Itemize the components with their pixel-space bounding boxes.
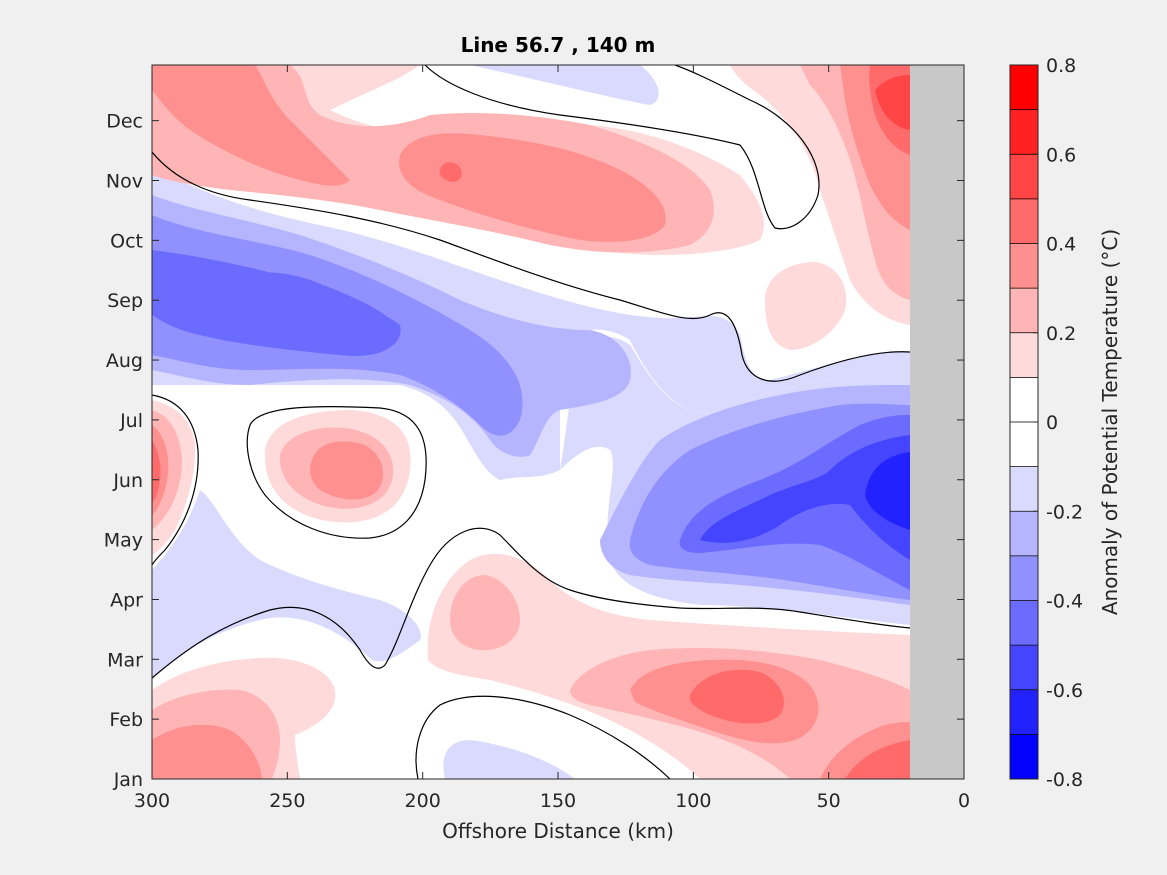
x-tick-label: 0 [958, 790, 970, 812]
zero-contour-upper [152, 151, 911, 382]
colorbar-tick-label: 0.6 [1046, 144, 1076, 166]
y-tick-label: Feb [109, 709, 143, 731]
plot-area [152, 65, 964, 779]
cold-region-jun-deepest [865, 452, 910, 530]
x-tick-label: 100 [675, 790, 711, 812]
colorbar-swatch [1010, 555, 1038, 601]
y-tick-label: Dec [106, 111, 143, 133]
colorbar-swatch [1010, 109, 1038, 155]
zero-contours [152, 65, 911, 779]
zero-contour-apr [152, 527, 911, 679]
warm-region-jan-right-deep [845, 740, 910, 779]
colorbar-swatch [1010, 154, 1038, 200]
y-tick-label: Jul [119, 410, 143, 432]
y-tick-label: Apr [110, 589, 143, 611]
colorbar-swatch [1010, 198, 1038, 244]
colorbar-swatch [1010, 332, 1038, 378]
y-tick-label: Jun [112, 470, 143, 492]
colorbar-tick-label: -0.8 [1046, 769, 1083, 791]
colorbar-tick-label: 0.4 [1046, 234, 1076, 256]
colorbar-swatch [1010, 65, 1038, 111]
colorbar-swatch [1010, 466, 1038, 512]
colorbar-swatch [1010, 689, 1038, 735]
y-tick-label: Nov [106, 171, 143, 193]
warm-region-sep-patch [765, 262, 847, 350]
colorbar-swatch [1010, 734, 1038, 780]
y-tick-label: Jan [113, 769, 143, 791]
colorbar-swatch [1010, 422, 1038, 468]
colorbar-tick-label: 0 [1046, 412, 1058, 434]
colorbar-swatch [1010, 243, 1038, 289]
warm-region-jun-left-core [152, 440, 161, 502]
zero-contour-jul [152, 394, 199, 566]
cold-region-sep-core-2 [238, 272, 395, 352]
cold-region-top-small [470, 65, 659, 105]
warm-region-nov-deep [399, 133, 666, 242]
x-axis: 300 250 200 150 100 50 0 [134, 65, 970, 812]
colorbar-tick-label: -0.6 [1046, 680, 1083, 702]
zero-contour-jan [415, 695, 671, 779]
colorbar-tick-label: 0.8 [1046, 55, 1076, 77]
warm-region-jan-left-deep [152, 724, 262, 779]
x-tick-label: 250 [269, 790, 305, 812]
x-axis-label: Offshore Distance (km) [442, 819, 674, 843]
colorbar-swatch [1010, 600, 1038, 646]
warm-region-feb-core [689, 669, 784, 724]
x-tick-label: 50 [817, 790, 841, 812]
y-tick-label: May [104, 530, 143, 552]
zero-contour-loop [246, 405, 427, 539]
colorbar-tick-label: -0.2 [1046, 501, 1083, 523]
warm-region-apr-mid [450, 575, 520, 651]
cold-region-top-light [152, 165, 910, 480]
warm-region-dec-deep [152, 65, 350, 186]
chart-title: Line 56.7 , 140 m [461, 33, 656, 57]
warm-region-dec-right-core2 [875, 75, 910, 130]
warm-region-jun-center-deep [310, 441, 384, 500]
y-tick-label: Mar [107, 649, 143, 671]
x-tick-label: 200 [405, 790, 441, 812]
cold-region-left-light [152, 490, 421, 680]
land-mask [910, 65, 964, 779]
zero-contour-top [424, 65, 820, 230]
warm-region-nov-core [439, 162, 462, 182]
y-axis: Jan Feb Mar Apr May Jun Jul Aug Sep Oct Nov Dec [104, 111, 964, 791]
colorbar-swatch [1010, 511, 1038, 557]
y-tick-label: Oct [110, 230, 143, 252]
cold-region-bottom-light [443, 740, 575, 779]
colorbar-tick-label: -0.4 [1046, 591, 1083, 613]
x-tick-label: 300 [134, 790, 170, 812]
x-tick-label: 150 [540, 790, 576, 812]
y-tick-label: Aug [106, 350, 143, 372]
colorbar-swatch [1010, 377, 1038, 423]
cold-region-jun-deeper [700, 435, 910, 560]
colorbar: 0.8 0.6 0.4 0.2 0 -0.2 -0.4 -0.6 -0.8 [1009, 55, 1083, 791]
colorbar-tick-label: 0.2 [1046, 323, 1076, 345]
colorbar-swatch [1010, 645, 1038, 691]
y-tick-label: Sep [107, 290, 143, 312]
colorbar-label: Anomaly of Potential Temperature (°C) [1098, 229, 1122, 615]
colorbar-swatch [1010, 288, 1038, 334]
